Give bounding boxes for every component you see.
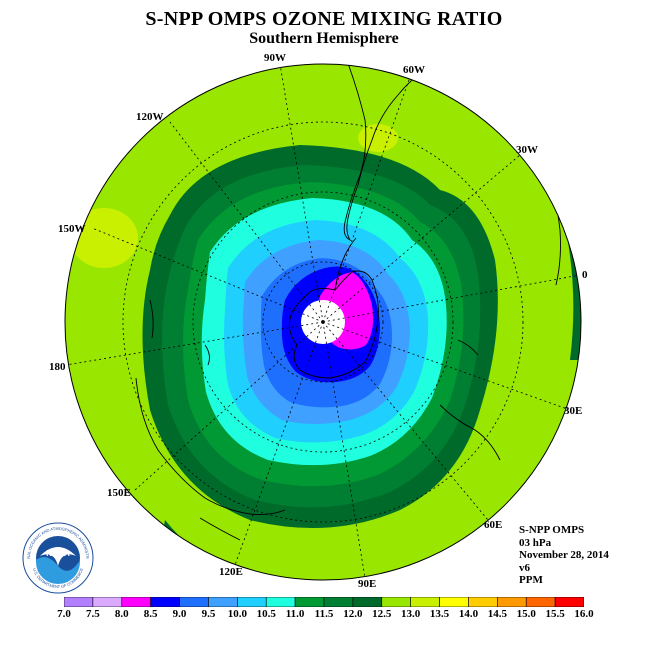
info-pressure: 03 hPa	[519, 536, 552, 549]
info-version: v6	[519, 561, 530, 574]
lon-label-60e: 60E	[484, 519, 502, 531]
lon-label-0: 0	[582, 269, 588, 281]
lon-label-90w: 90W	[264, 52, 286, 64]
colorbar-swatch	[439, 597, 469, 607]
lon-label-150e: 150E	[107, 487, 131, 499]
colorbar-tick-label: 8.5	[143, 608, 158, 620]
colorbar-swatch	[468, 597, 498, 607]
colorbar-tick-label: 11.5	[314, 608, 334, 620]
logo-text: NOAA	[46, 549, 70, 558]
colorbar	[64, 597, 584, 607]
colorbar-swatch	[92, 597, 123, 607]
map-boundary	[64, 63, 582, 581]
lon-label-90e: 90E	[358, 578, 376, 590]
colorbar-tick-label: 7.0	[57, 608, 71, 620]
info-block: S-NPP OMPS 03 hPa November 28, 2014 v6 P…	[519, 524, 609, 587]
lon-label-30e: 30E	[564, 405, 582, 417]
colorbar-swatch	[265, 597, 296, 607]
noaa-logo: NOAA NATIONAL OCEANIC AND ATMOSPHERIC AD…	[22, 522, 94, 594]
colorbar-swatch	[410, 597, 440, 607]
info-date: November 28, 2014	[519, 549, 609, 561]
colorbar-tick-label: 7.5	[86, 608, 100, 620]
lon-label-60w: 60W	[403, 64, 425, 76]
colorbar-tick-label: 9.0	[172, 608, 187, 620]
colorbar-swatch	[64, 597, 94, 607]
colorbar-swatch	[208, 597, 238, 607]
chart-subtitle: Southern Hemisphere	[249, 30, 399, 47]
colorbar-tick-label: 8.0	[114, 608, 129, 620]
info-units: PPM	[519, 574, 543, 586]
colorbar-tick-label: 14.0	[458, 608, 479, 620]
lon-label-30w: 30W	[516, 144, 538, 156]
map-fields	[65, 64, 581, 580]
colorbar-tick-label: 13.5	[429, 608, 450, 620]
colorbar-swatch	[294, 597, 325, 607]
lon-label-120e: 120E	[219, 566, 243, 578]
colorbar-swatch	[237, 597, 267, 607]
colorbar-tick-label: 12.0	[343, 608, 363, 620]
lon-label-180: 180	[49, 361, 66, 373]
colorbar-swatch	[554, 597, 584, 607]
colorbar-swatch	[497, 597, 527, 607]
patch-13-0-north	[358, 124, 398, 152]
colorbar-tick-label: 12.5	[372, 608, 392, 620]
colorbar-tick-label: 10.0	[227, 608, 247, 620]
colorbar-labels: 7.0 7.5 8.0 8.5 9.0 9.5 10.0 10.5 11.0 11.5 12.0 12…	[0, 608, 648, 624]
patch-13-0-west	[70, 208, 138, 268]
colorbar-swatch	[179, 597, 209, 607]
graticule	[65, 64, 581, 579]
colorbar-tick-label: 15.0	[516, 608, 536, 620]
chart-title: S-NPP OMPS OZONE MIXING RATIO	[145, 8, 503, 30]
colorbar-swatch	[323, 597, 354, 607]
colorbar-tick-label: 15.5	[545, 608, 565, 620]
colorbar-tick-label: 14.5	[487, 608, 507, 620]
longitude-labels: 90W 60W 30W 0 30E 60E 90E 120E 150E 180 …	[49, 52, 588, 590]
info-instrument: S-NPP OMPS	[519, 524, 585, 536]
colorbar-tick-label: 11.0	[285, 608, 305, 620]
colorbar-tick-label: 16.0	[574, 608, 594, 620]
colorbar-tick-label: 9.5	[201, 608, 216, 620]
lon-label-150w: 150W	[58, 223, 86, 235]
colorbar-tick-label: 10.5	[256, 608, 276, 620]
colorbar-swatch	[352, 597, 383, 607]
colorbar-swatch	[381, 597, 411, 607]
colorbar-swatch	[525, 597, 556, 607]
colorbar-swatch	[121, 597, 151, 607]
colorbar-swatch	[150, 597, 180, 607]
colorbar-tick-label: 13.0	[401, 608, 421, 620]
lon-label-120w: 120W	[136, 111, 164, 123]
